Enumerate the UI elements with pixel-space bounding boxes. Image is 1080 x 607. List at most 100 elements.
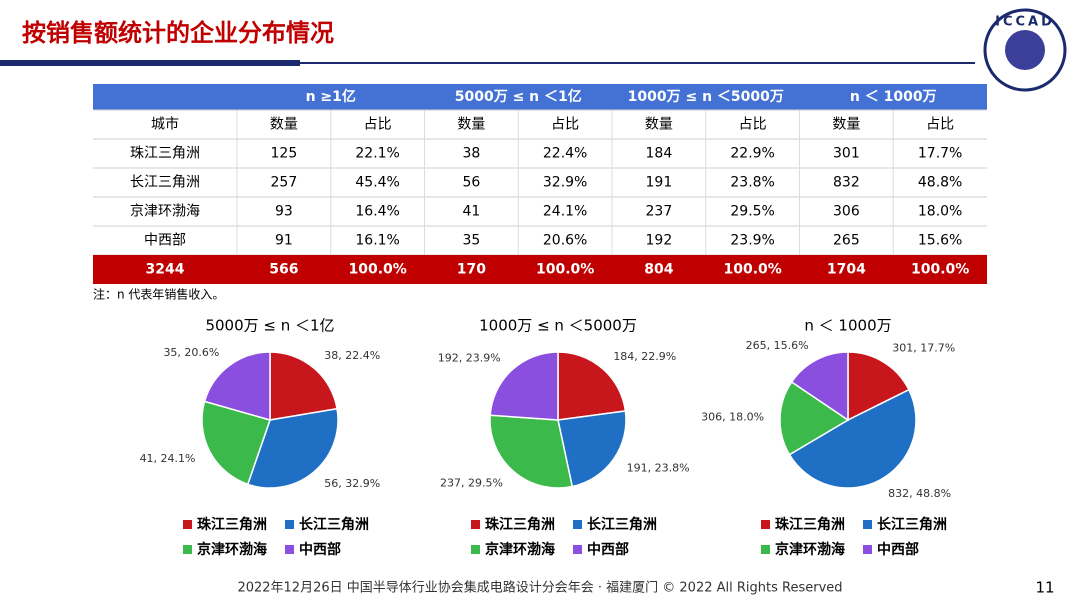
legend-swatch <box>183 545 192 554</box>
legend-swatch <box>183 520 192 529</box>
table-cell: 23.8% <box>730 175 774 191</box>
column-header: 占比 <box>926 117 954 133</box>
table-note: 注：n 代表年销售收入。 <box>93 287 224 302</box>
table-cell: 35 <box>462 233 480 249</box>
legend-label: 长江三角洲 <box>877 516 947 533</box>
table-cell: 48.8% <box>918 175 962 191</box>
column-header: 数量 <box>645 117 673 133</box>
legend-label: 京津环渤海 <box>775 541 845 558</box>
pie-slice <box>790 351 849 422</box>
table-cell: 京津环渤海 <box>130 204 200 220</box>
table-cell: 257 <box>271 175 298 191</box>
column-header: 数量 <box>832 117 860 133</box>
legend-swatch <box>285 520 294 529</box>
pie-slice <box>557 351 627 421</box>
table-cell: 16.4% <box>355 204 399 220</box>
data-label: 265, 15.6% <box>746 339 809 352</box>
legend-swatch <box>573 520 582 529</box>
legend-label: 长江三角洲 <box>587 516 657 533</box>
data-label: 192, 23.9% <box>438 352 501 365</box>
pie-slice <box>246 407 339 489</box>
pie-slice <box>557 410 627 488</box>
table-cell: 265 <box>833 233 860 249</box>
data-label: 306, 18.0% <box>701 411 764 424</box>
legend-swatch <box>471 520 480 529</box>
pie-slice <box>489 414 574 489</box>
chart-title: 5000万 ≤ n ＜1亿 <box>205 317 334 335</box>
legend-label: 京津环渤海 <box>485 541 555 558</box>
legend-swatch <box>285 545 294 554</box>
pie-slice <box>201 400 271 486</box>
group-header: n ≥1亿 <box>306 88 356 105</box>
total-cell: 1704 <box>827 262 866 278</box>
title-rule <box>300 62 975 64</box>
legend-swatch <box>761 520 770 529</box>
table-cell: 192 <box>646 233 673 249</box>
legend-label: 中西部 <box>299 541 341 558</box>
logo-core <box>1005 30 1045 70</box>
table-cell: 22.9% <box>730 146 774 162</box>
logo-text: ICCAD <box>995 15 1055 30</box>
table-cell: 301 <box>833 146 860 162</box>
table-cell: 中西部 <box>144 233 186 249</box>
legend-label: 京津环渤海 <box>197 541 267 558</box>
total-cell: 566 <box>269 262 298 278</box>
legend-label: 珠江三角洲 <box>485 516 555 533</box>
data-label: 38, 22.4% <box>324 349 380 362</box>
table-cell: 29.5% <box>730 204 774 220</box>
chart-title: n ＜ 1000万 <box>804 317 891 335</box>
legend-swatch <box>471 545 480 554</box>
total-cell: 804 <box>644 262 673 278</box>
column-header: 占比 <box>364 117 392 133</box>
footer: 2022年12月26日 中国半导体行业协会集成电路设计分会年会 · 福建厦门 ©… <box>237 580 842 596</box>
pie-slice <box>788 388 917 489</box>
chart-title: 1000万 ≤ n ＜5000万 <box>479 317 637 335</box>
table-cell: 306 <box>833 204 860 220</box>
column-header: 城市 <box>151 116 179 133</box>
title-rule-thick <box>0 60 300 66</box>
total-cell: 170 <box>457 262 486 278</box>
legend-label: 珠江三角洲 <box>775 516 845 533</box>
data-label: 184, 22.9% <box>613 350 676 363</box>
group-header: 5000万 ≤ n ＜1亿 <box>455 88 582 105</box>
table-cell: 91 <box>275 233 293 249</box>
table-cell: 38 <box>462 146 480 162</box>
table-cell: 45.4% <box>355 175 399 191</box>
legend-label: 长江三角洲 <box>299 516 369 533</box>
table-cell: 18.0% <box>918 204 962 220</box>
slide-title: 按销售额统计的企业分布情况 <box>22 19 334 47</box>
table-cell: 93 <box>275 204 293 220</box>
pie-slice <box>489 351 559 421</box>
legend-swatch <box>863 545 872 554</box>
pie-slice <box>269 351 338 421</box>
data-label: 56, 32.9% <box>324 477 380 490</box>
total-cell: 100.0% <box>911 262 969 278</box>
group-header: n ＜ 1000万 <box>850 89 937 105</box>
data-label: 237, 29.5% <box>440 476 503 489</box>
column-header: 数量 <box>457 117 485 133</box>
table-cell: 长江三角洲 <box>130 175 200 191</box>
table-group-header <box>93 84 987 110</box>
data-label: 832, 48.8% <box>888 487 951 500</box>
table-cell: 22.1% <box>355 146 399 162</box>
table-cell: 17.7% <box>918 146 962 162</box>
table-cell: 125 <box>271 146 298 162</box>
total-row <box>93 255 987 284</box>
total-cell: 100.0% <box>723 262 781 278</box>
total-cell: 100.0% <box>348 262 406 278</box>
table-cell: 23.9% <box>730 233 774 249</box>
page-number: 11 <box>1035 579 1054 597</box>
legend-swatch <box>761 545 770 554</box>
table-cell: 20.6% <box>543 233 587 249</box>
pie-slice <box>779 380 850 456</box>
legend-label: 珠江三角洲 <box>197 516 267 533</box>
table-cell: 24.1% <box>543 204 587 220</box>
table-cell: 15.6% <box>918 233 962 249</box>
table-cell: 191 <box>646 175 673 191</box>
table-cell: 16.1% <box>355 233 399 249</box>
data-label: 301, 17.7% <box>892 342 955 355</box>
group-header: 1000万 ≤ n ＜5000万 <box>628 89 784 105</box>
table-cell: 56 <box>462 175 480 191</box>
legend-swatch <box>863 520 872 529</box>
